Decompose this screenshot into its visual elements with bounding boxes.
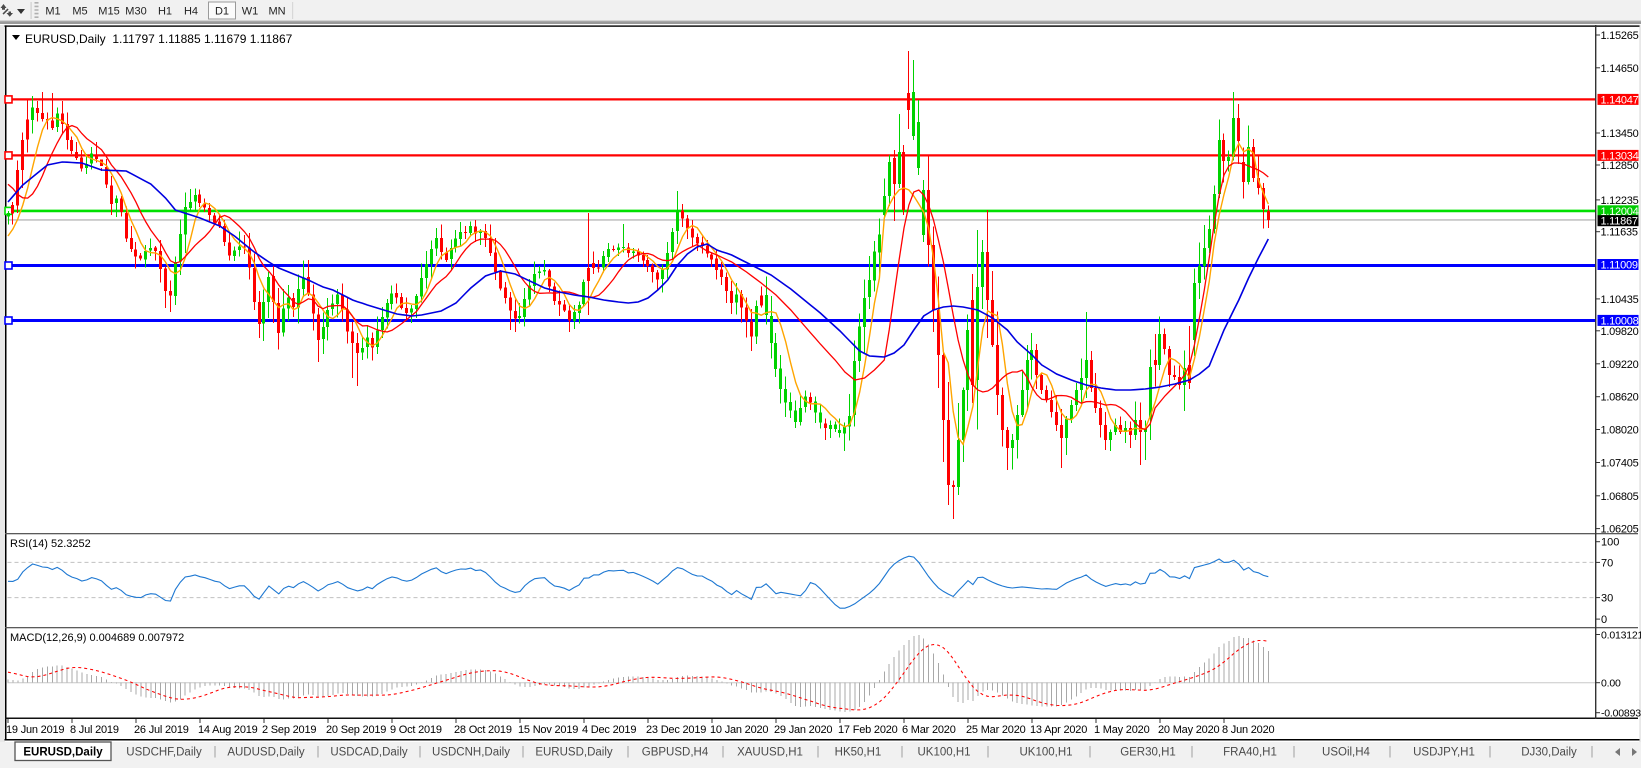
svg-text:20 May 2020: 20 May 2020 [1158,724,1219,736]
svg-text:1.09220: 1.09220 [1601,359,1639,371]
svg-text:|: | [817,746,820,758]
svg-text:14 Aug 2019: 14 Aug 2019 [198,724,258,736]
svg-text:1.10008: 1.10008 [1601,315,1639,327]
svg-text:1.12004: 1.12004 [1601,206,1639,218]
svg-text:|: | [1089,746,1092,758]
svg-text:1.07405: 1.07405 [1601,458,1639,470]
svg-text:USDCAD,Daily: USDCAD,Daily [330,747,408,759]
svg-text:GBPUSD,H4: GBPUSD,H4 [642,747,709,759]
svg-text:1.14650: 1.14650 [1601,63,1639,75]
svg-text:|: | [627,746,630,758]
svg-text:|: | [1389,746,1392,758]
svg-text:USDCHF,Daily: USDCHF,Daily [126,747,202,759]
svg-text:19 Jun 2019: 19 Jun 2019 [6,724,64,736]
svg-text:EURUSD,Daily: EURUSD,Daily [23,747,103,759]
svg-text:XAUUSD,H1: XAUUSD,H1 [737,747,803,759]
svg-text:1.15265: 1.15265 [1601,30,1639,42]
svg-text:MACD(12,26,9) 0.004689 0.00797: MACD(12,26,9) 0.004689 0.007972 [10,632,184,644]
svg-text:USDCNH,Daily: USDCNH,Daily [432,747,510,759]
svg-text:1.13034: 1.13034 [1601,150,1639,162]
svg-text:1.09820: 1.09820 [1601,326,1639,338]
svg-text:M1: M1 [45,6,60,18]
svg-text:HK50,H1: HK50,H1 [835,747,882,759]
svg-text:|: | [214,746,217,758]
svg-text:1.11635: 1.11635 [1601,227,1638,239]
svg-text:6 Mar 2020: 6 Mar 2020 [902,724,956,736]
svg-text:H1: H1 [158,6,172,18]
svg-text:1.12850: 1.12850 [1601,160,1639,172]
svg-text:1.08020: 1.08020 [1601,425,1639,437]
svg-text:-0.008933: -0.008933 [1601,708,1641,720]
svg-text:FRA40,H1: FRA40,H1 [1223,747,1277,759]
svg-text:9 Oct 2019: 9 Oct 2019 [390,724,442,736]
svg-text:|: | [987,746,990,758]
svg-text:UK100,H1: UK100,H1 [1019,747,1072,759]
svg-text:1 May 2020: 1 May 2020 [1094,724,1150,736]
svg-text:17 Feb 2020: 17 Feb 2020 [838,724,898,736]
svg-text:|: | [1293,746,1296,758]
svg-text:15 Nov 2019: 15 Nov 2019 [518,724,578,736]
svg-text:0.013121: 0.013121 [1601,630,1641,642]
svg-text:1.12235: 1.12235 [1601,195,1639,207]
svg-text:DJ30,Daily: DJ30,Daily [1521,747,1577,759]
svg-text:0: 0 [1601,614,1607,626]
svg-text:|: | [722,746,725,758]
svg-text:|: | [522,746,525,758]
svg-text:1.06205: 1.06205 [1601,524,1639,536]
svg-text:RSI(14) 52.3252: RSI(14) 52.3252 [10,538,91,550]
svg-text:|: | [1591,746,1594,758]
svg-text:|: | [901,746,904,758]
svg-text:USDJPY,H1: USDJPY,H1 [1413,747,1475,759]
svg-text:8 Jul 2019: 8 Jul 2019 [70,724,119,736]
svg-text:USOil,H4: USOil,H4 [1322,747,1371,759]
svg-text:1.13450: 1.13450 [1601,128,1639,140]
svg-text:UK100,H1: UK100,H1 [917,747,970,759]
svg-text:1.10435: 1.10435 [1601,294,1639,306]
svg-text:13 Apr 2020: 13 Apr 2020 [1030,724,1087,736]
svg-text:100: 100 [1601,537,1619,549]
svg-text:EURUSD,Daily 1.11797 1.11885: EURUSD,Daily 1.11797 1.11885 1.11679 1.1… [25,32,293,46]
svg-text:8 Jun 2020: 8 Jun 2020 [1222,724,1275,736]
svg-text:1.11009: 1.11009 [1601,260,1638,272]
svg-text:1.08620: 1.08620 [1601,392,1639,404]
svg-text:W1: W1 [242,6,259,18]
svg-text:|: | [419,746,422,758]
svg-text:29 Jan 2020: 29 Jan 2020 [774,724,832,736]
svg-text:GER30,H1: GER30,H1 [1120,747,1176,759]
svg-text:1.11867: 1.11867 [1601,216,1638,228]
svg-text:20 Sep 2019: 20 Sep 2019 [326,724,386,736]
svg-text:1.14047: 1.14047 [1601,94,1639,106]
svg-text:28 Oct 2019: 28 Oct 2019 [454,724,512,736]
svg-text:|: | [317,746,320,758]
svg-text:|: | [1489,746,1492,758]
svg-text:30: 30 [1601,593,1613,605]
svg-text:23 Dec 2019: 23 Dec 2019 [646,724,706,736]
svg-text:4 Dec 2019: 4 Dec 2019 [582,724,636,736]
svg-text:1.06805: 1.06805 [1601,491,1639,503]
svg-text:|: | [1191,746,1194,758]
svg-text:H4: H4 [184,6,198,18]
svg-text:AUDUSD,Daily: AUDUSD,Daily [227,747,305,759]
svg-text:M5: M5 [72,6,87,18]
svg-text:M15: M15 [98,6,119,18]
svg-text:25 Mar 2020: 25 Mar 2020 [966,724,1026,736]
svg-text:0.00: 0.00 [1601,678,1621,690]
svg-text:2 Sep 2019: 2 Sep 2019 [262,724,316,736]
svg-text:70: 70 [1601,557,1613,569]
svg-text:10 Jan 2020: 10 Jan 2020 [710,724,768,736]
svg-text:D1: D1 [215,6,229,18]
svg-text:26 Jul 2019: 26 Jul 2019 [134,724,189,736]
svg-text:M30: M30 [125,6,146,18]
svg-text:MN: MN [268,6,285,18]
svg-text:EURUSD,Daily: EURUSD,Daily [535,747,613,759]
